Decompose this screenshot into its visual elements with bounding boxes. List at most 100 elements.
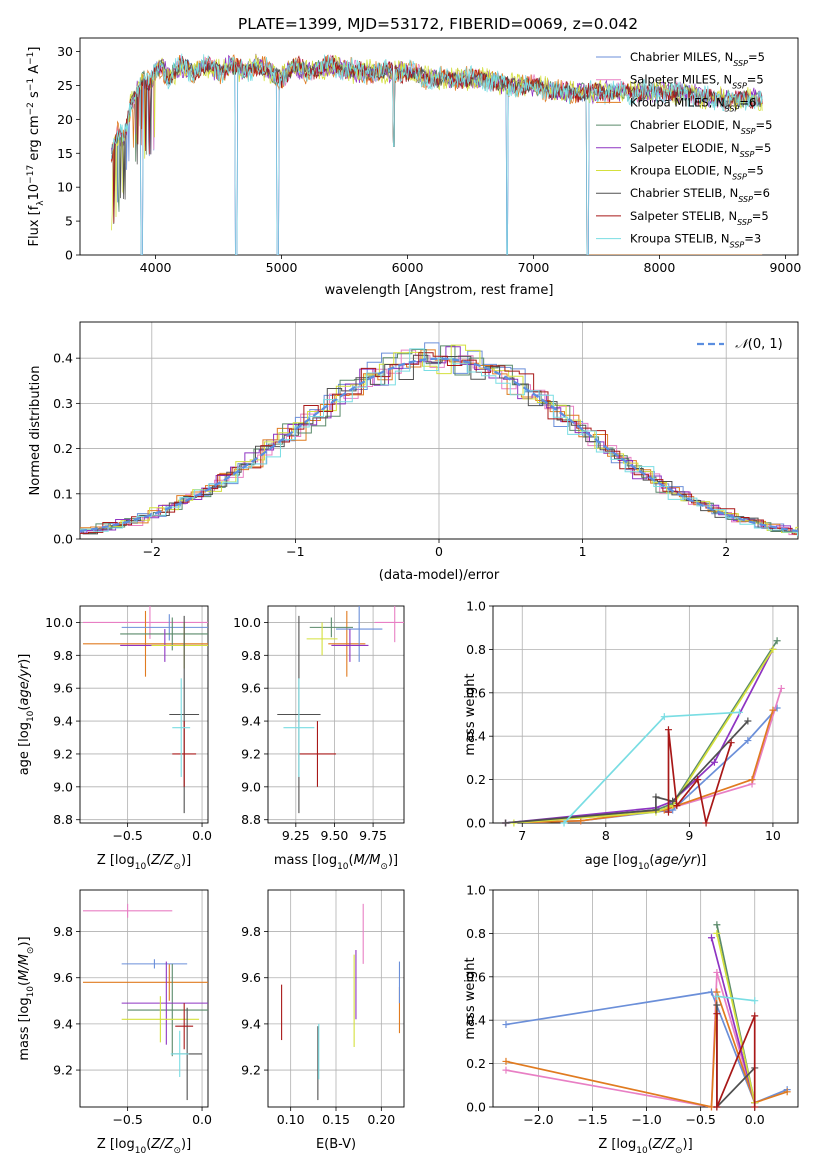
x-tick-label: −1 xyxy=(286,544,304,559)
y-axis-label: Normed distribution xyxy=(28,366,43,496)
axes-frame xyxy=(492,889,799,1108)
legend-label-part: (0, 1) xyxy=(748,337,783,352)
series-marker xyxy=(773,637,781,645)
series-marker xyxy=(769,645,777,653)
y-tick-label: 1.0 xyxy=(466,599,486,614)
y-axis-label-part: mass [log xyxy=(17,997,32,1060)
legend-subscript: SSP xyxy=(738,195,753,204)
x-tick-label: 8 xyxy=(602,828,610,843)
legend-label: Chabrier ELODIE, NSSP=5 xyxy=(630,118,772,136)
x-tick-label: 9.25 xyxy=(282,828,310,843)
x-axis-label-part: 10 xyxy=(135,862,147,872)
x-tick-label: −2 xyxy=(143,544,161,559)
x-axis-label-part: )] xyxy=(696,853,706,868)
y-tick-label: 0.8 xyxy=(466,642,486,657)
y-tick-label: 9.4 xyxy=(241,1016,261,1031)
y-axis-label-part: ] xyxy=(27,47,42,52)
y-axis-label-part: −2 xyxy=(26,102,36,115)
series-marker xyxy=(713,1010,721,1018)
series-marker xyxy=(560,819,568,827)
series-line-5 xyxy=(513,648,774,823)
y-tick-label: 8.8 xyxy=(241,812,261,827)
x-axis-label-part: ⊙ xyxy=(173,1146,181,1156)
series-marker xyxy=(669,797,677,805)
x-axis-label-part: Z [log xyxy=(598,1137,636,1152)
normal-curve xyxy=(80,357,798,533)
x-axis-label-part: M/M xyxy=(354,853,381,868)
y-tick-label: 0.0 xyxy=(466,816,486,831)
legend-subscript: SSP xyxy=(732,172,747,181)
x-tick-label: 9000 xyxy=(769,260,801,275)
legend-model-name: Chabrier STELIB, N xyxy=(630,186,738,200)
x-axis-label-part: 10 xyxy=(337,862,349,872)
y-tick-label: 9.2 xyxy=(53,746,73,761)
x-axis-label-part: ( xyxy=(146,1137,151,1152)
mass_vs_ebv-axes: 0.10 0.15 0.20 9.2 9.4 9.6 9.8 E(B-V) xyxy=(241,889,405,1152)
x-axis-label: wavelength [Angstrom, rest frame] xyxy=(325,283,554,298)
legend-nssp: =6 xyxy=(739,95,756,109)
x-axis-label: Z [log10(Z/Z⊙)] xyxy=(97,853,191,872)
legend-nssp: =5 xyxy=(747,73,764,87)
y-tick-label: 0.4 xyxy=(466,1013,486,1028)
x-tick-label: −0.5 xyxy=(685,1112,715,1127)
y-axis-label-part: ( xyxy=(17,706,32,711)
y-tick-label: 9.8 xyxy=(241,648,261,663)
x-tick-label: 6000 xyxy=(392,260,424,275)
x-tick-label: 9.50 xyxy=(321,828,349,843)
histogram-7 xyxy=(80,352,798,535)
x-tick-label: −1.5 xyxy=(577,1112,607,1127)
axes-frame xyxy=(79,605,209,824)
series-marker xyxy=(713,929,721,937)
legend-model-name: Salpeter ELODIE, N xyxy=(630,141,740,155)
y-tick-label: 0.0 xyxy=(466,1100,486,1115)
legend-label: Kroupa MILES, NSSP=6 xyxy=(630,95,756,113)
y-axis-label-part: M/M xyxy=(17,954,32,981)
x-axis-label-part: Z/Z xyxy=(652,1137,676,1152)
y-tick-label: 0.8 xyxy=(466,926,486,941)
x-axis-label-part: ( xyxy=(349,853,354,868)
series-marker xyxy=(713,968,721,976)
y-axis-label-part: −1 xyxy=(26,78,36,91)
series-marker xyxy=(652,806,660,814)
weight_vs_Z-axes: −2.0 −1.5 −1.0 −0.5 0.0 0.0 0.2 0.4 0.6 0.8 1.0 Z [… xyxy=(463,883,799,1156)
series-marker xyxy=(769,706,777,714)
y-axis-label-part: )] xyxy=(17,936,32,946)
series-marker xyxy=(713,921,721,929)
x-axis-label-part: ⊙ xyxy=(675,1146,683,1156)
x-axis-label-part: )] xyxy=(388,853,398,868)
series-marker xyxy=(707,934,715,942)
x-axis-label-part: ( xyxy=(649,853,654,868)
y-tick-label: 8.8 xyxy=(53,812,73,827)
spectrum-axes: 4000 5000 6000 7000 8000 9000 0 5 10 15 20 25 30 wave… xyxy=(26,37,801,298)
x-tick-label: −2.0 xyxy=(523,1112,553,1127)
x-axis-label-part: Z [log xyxy=(97,1137,135,1152)
x-tick-label: −1.0 xyxy=(631,1112,661,1127)
axes-frame xyxy=(79,37,799,256)
series-line-8 xyxy=(563,711,740,823)
series-marker xyxy=(727,739,735,747)
x-axis-label-part: ( xyxy=(146,853,151,868)
y-axis-label-part: 10 xyxy=(26,986,36,998)
legend-subscript: SSP xyxy=(732,81,747,90)
y-tick-label: 9.4 xyxy=(53,1016,73,1031)
y-axis-label: mass [log10(M/M⊙)] xyxy=(17,936,36,1060)
y-axis-label-part: age/yr xyxy=(17,662,32,705)
y-tick-label: 25 xyxy=(57,78,73,93)
x-tick-label: 9 xyxy=(685,828,693,843)
x-axis-label-part: Z [log xyxy=(97,853,135,868)
series-marker xyxy=(652,793,660,801)
x-axis-label-part: age [log xyxy=(585,853,638,868)
y-axis-label-part: s xyxy=(27,91,42,102)
legend-subscript: SSP xyxy=(730,240,745,249)
legend-label: Kroupa ELODIE, NSSP=5 xyxy=(630,164,764,182)
series-line-7 xyxy=(667,729,733,823)
series-marker xyxy=(664,808,672,816)
y-tick-label: 9.2 xyxy=(53,1063,73,1078)
axes-frame xyxy=(267,889,405,1108)
legend-subscript: SSP xyxy=(740,149,755,158)
x-tick-label: 2 xyxy=(722,544,730,559)
legend-model-name: Salpeter MILES, N xyxy=(630,73,732,87)
x-tick-label: −0.5 xyxy=(112,828,142,843)
histogram-8 xyxy=(80,348,798,537)
